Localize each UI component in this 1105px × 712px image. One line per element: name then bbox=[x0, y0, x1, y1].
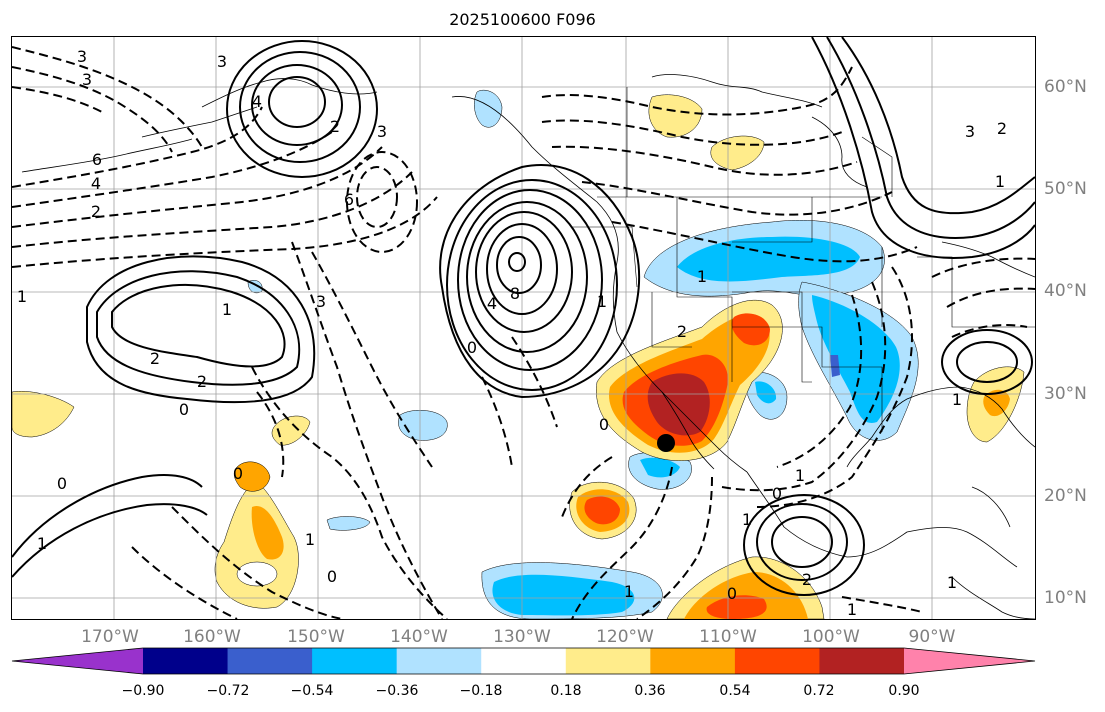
colorbar-tick-label: 0.36 bbox=[634, 683, 666, 699]
colorbar-outline bbox=[11, 647, 1036, 675]
positive-anomaly-region bbox=[710, 135, 765, 171]
colorbar-tick-label: −0.72 bbox=[206, 683, 250, 699]
colorbar-segment bbox=[650, 648, 736, 674]
colorbar-segment bbox=[734, 648, 820, 674]
colorbar-extension-high bbox=[904, 648, 1035, 674]
lat-label: 50°N bbox=[1044, 179, 1087, 199]
contour-label: 1 bbox=[37, 534, 47, 553]
colorbar-tick-label: 0.18 bbox=[550, 683, 582, 699]
lat-label: 40°N bbox=[1044, 281, 1087, 301]
colorbar-segment bbox=[227, 648, 313, 674]
colorbar-tick-label: −0.36 bbox=[375, 683, 419, 699]
positive-anomaly-region bbox=[648, 94, 703, 138]
colorbar-segments bbox=[11, 647, 1036, 675]
colorbar-tick-label: 0.72 bbox=[803, 683, 835, 699]
lon-label: 130°W bbox=[493, 627, 551, 647]
contour-label: 0 bbox=[599, 415, 609, 434]
contour-label: 1 bbox=[795, 466, 805, 485]
contour-label: 3 bbox=[82, 70, 92, 89]
colorbar-tick-label: −0.18 bbox=[459, 683, 503, 699]
location-marker bbox=[657, 434, 675, 452]
lon-label: 150°W bbox=[287, 627, 345, 647]
lon-label: 100°W bbox=[802, 627, 860, 647]
contour-label: 2 bbox=[997, 119, 1007, 138]
lon-label: 160°W bbox=[183, 627, 241, 647]
lat-label: 60°N bbox=[1044, 77, 1087, 97]
lon-label: 90°W bbox=[908, 627, 956, 647]
contour-label: 6 bbox=[92, 150, 102, 169]
contour-label: 1 bbox=[597, 292, 607, 311]
contours-solid bbox=[12, 37, 1035, 596]
contour-label: 1 bbox=[305, 530, 315, 549]
contour-label: 3 bbox=[77, 47, 87, 66]
contour-label: 0 bbox=[727, 584, 737, 603]
lon-label: 170°W bbox=[81, 627, 139, 647]
lon-label: 110°W bbox=[699, 627, 757, 647]
contour-label: 8 bbox=[510, 284, 520, 303]
lat-label: 10°N bbox=[1044, 588, 1087, 608]
colorbar bbox=[11, 647, 1036, 675]
shaded-field bbox=[12, 89, 1025, 619]
contour-label: 0 bbox=[179, 400, 189, 419]
contour-label: 2 bbox=[197, 372, 207, 391]
contour-label: 1 bbox=[947, 573, 957, 592]
contour-label: 2 bbox=[802, 570, 812, 589]
contour-label: 0 bbox=[467, 338, 477, 357]
contour-labels: 3 3 6 4 2 2 3 4 6 1 2 2 0 4 8 1 0 3 1 3 … bbox=[17, 47, 1007, 619]
contour-label: 2 bbox=[330, 117, 340, 136]
colorbar-tick-label: −0.54 bbox=[290, 683, 334, 699]
contours-dashed bbox=[12, 46, 1035, 619]
colorbar-segment bbox=[143, 648, 229, 674]
contour-label: 1 bbox=[742, 510, 752, 529]
contour-label: 4 bbox=[252, 92, 262, 111]
contour-label: 1 bbox=[995, 172, 1005, 191]
colorbar-segment bbox=[481, 648, 567, 674]
contour-label: 3 bbox=[316, 292, 326, 311]
colorbar-tick-label: 0.54 bbox=[719, 683, 751, 699]
positive-anomaly-region bbox=[214, 481, 299, 609]
negative-anomaly-region bbox=[474, 89, 503, 128]
contour-label: 2 bbox=[91, 202, 101, 221]
contour-label: 0 bbox=[327, 567, 337, 586]
contour-label: 1 bbox=[697, 267, 707, 286]
contour-label: 3 bbox=[965, 122, 975, 141]
positive-anomaly-region bbox=[271, 415, 311, 446]
negative-anomaly-region bbox=[326, 516, 371, 531]
contour-label: 0 bbox=[772, 484, 782, 503]
contour-label: 6 bbox=[344, 190, 354, 209]
colorbar-segment bbox=[396, 648, 482, 674]
colorbar-segment bbox=[565, 648, 651, 674]
contour-label: 2 bbox=[677, 322, 687, 341]
contour-label: 4 bbox=[91, 174, 101, 193]
colorbar-tick-label: 0.90 bbox=[888, 683, 920, 699]
map-canvas: 3 3 6 4 2 2 3 4 6 1 2 2 0 4 8 1 0 3 1 3 … bbox=[12, 37, 1035, 619]
map-panel: 3 3 6 4 2 2 3 4 6 1 2 2 0 4 8 1 0 3 1 3 … bbox=[11, 36, 1036, 620]
contour-label: 2 bbox=[150, 349, 160, 368]
map-title: 2025100600 F096 bbox=[449, 10, 596, 29]
negative-anomaly-region bbox=[398, 410, 448, 441]
colorbar-tick-label: −0.90 bbox=[121, 683, 165, 699]
contour-label: 1 bbox=[222, 300, 232, 319]
lat-label: 20°N bbox=[1044, 486, 1087, 506]
contour-label: 3 bbox=[217, 52, 227, 71]
contour-label: 1 bbox=[847, 600, 857, 619]
coastlines bbox=[21, 74, 1035, 619]
colorbar-segment bbox=[819, 648, 905, 674]
contour-label: 3 bbox=[377, 122, 387, 141]
contour-label: 1 bbox=[624, 582, 634, 601]
lon-label: 140°W bbox=[390, 627, 448, 647]
lat-label: 30°N bbox=[1044, 384, 1087, 404]
colorbar-extension-low bbox=[12, 648, 143, 674]
contour-label: 0 bbox=[57, 474, 67, 493]
contour-label: 1 bbox=[952, 390, 962, 409]
positive-anomaly-region bbox=[12, 391, 75, 438]
lon-label: 120°W bbox=[596, 627, 654, 647]
contour-label: 4 bbox=[487, 294, 497, 313]
contour-label: 1 bbox=[17, 287, 27, 306]
contour-label: 0 bbox=[233, 464, 243, 483]
colorbar-segment bbox=[312, 648, 398, 674]
